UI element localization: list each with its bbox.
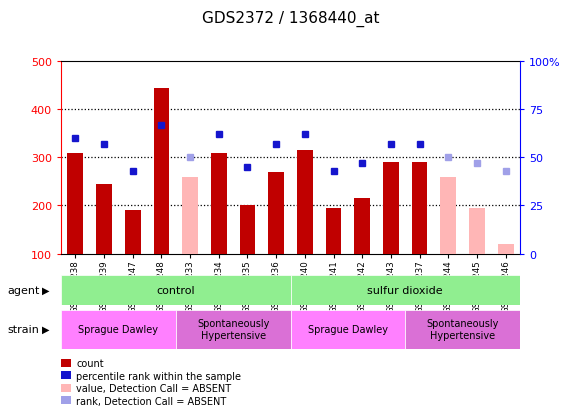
Bar — [406, 310, 520, 349]
Text: ▶: ▶ — [42, 285, 49, 295]
Bar — [412, 163, 428, 254]
Bar — [239, 206, 256, 254]
Bar — [211, 153, 227, 254]
Text: Sprague Dawley: Sprague Dawley — [308, 324, 388, 335]
Bar — [175, 310, 290, 349]
Bar — [354, 199, 370, 254]
Text: percentile rank within the sample: percentile rank within the sample — [76, 371, 241, 381]
Bar — [61, 275, 290, 305]
Text: sulfur dioxide: sulfur dioxide — [367, 285, 443, 295]
Text: control: control — [156, 285, 195, 295]
Text: rank, Detection Call = ABSENT: rank, Detection Call = ABSENT — [76, 396, 227, 406]
Bar — [469, 209, 485, 254]
Bar — [182, 177, 198, 254]
Bar — [297, 151, 313, 254]
Text: value, Detection Call = ABSENT: value, Detection Call = ABSENT — [76, 383, 231, 393]
Bar — [290, 310, 406, 349]
Text: ▶: ▶ — [42, 324, 49, 335]
Bar — [67, 153, 83, 254]
Bar — [268, 172, 284, 254]
Text: GDS2372 / 1368440_at: GDS2372 / 1368440_at — [202, 10, 379, 26]
Bar — [96, 184, 112, 254]
Bar — [498, 244, 514, 254]
Bar — [440, 177, 456, 254]
Text: Sprague Dawley: Sprague Dawley — [78, 324, 159, 335]
Bar — [383, 163, 399, 254]
Text: Spontaneously
Hypertensive: Spontaneously Hypertensive — [197, 318, 270, 340]
Bar — [325, 209, 342, 254]
Text: agent: agent — [7, 285, 40, 295]
Bar — [290, 275, 520, 305]
Text: strain: strain — [7, 324, 39, 335]
Bar — [153, 88, 169, 254]
Bar — [125, 211, 141, 254]
Text: Spontaneously
Hypertensive: Spontaneously Hypertensive — [426, 318, 499, 340]
Bar — [61, 310, 175, 349]
Text: count: count — [76, 358, 104, 368]
